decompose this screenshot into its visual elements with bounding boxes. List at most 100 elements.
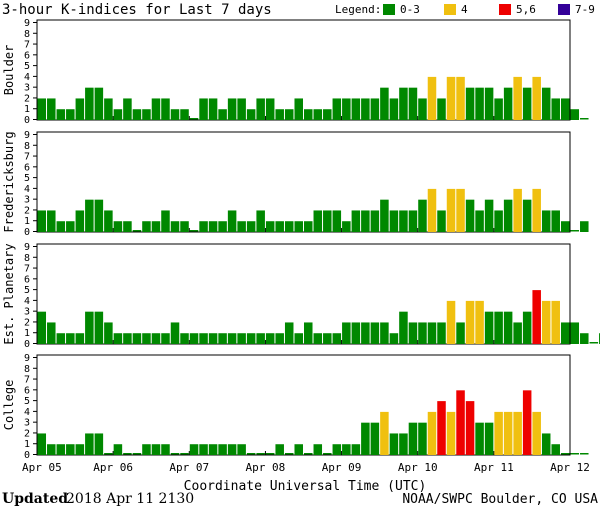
k-index-bar [284,322,294,344]
x-tick-label: Apr 07 [169,461,209,474]
k-index-bar [113,333,123,344]
k-index-bar [437,401,446,455]
y-tick-label: 3 [24,195,30,206]
k-index-bar [408,422,418,455]
y-tick-label: 6 [24,274,30,285]
panel-frame [36,243,571,345]
k-index-bar [132,109,142,120]
k-index-bar [399,311,408,344]
k-index-bar [85,199,94,232]
y-tick-label: 4 [24,296,30,307]
k-index-bar [304,109,313,120]
k-index-bar [199,444,208,455]
k-index-bar [389,98,399,120]
k-index-bar [265,98,275,120]
y-tick-label: 6 [24,162,30,173]
k-index-bar [151,221,161,232]
legend-swatch [499,4,511,15]
k-index-bar [532,76,541,120]
k-index-bar [94,87,104,120]
k-index-bar [151,444,161,455]
k-index-bar [246,221,256,232]
k-index-bar [361,210,370,232]
k-index-bar [218,221,227,232]
k-index-bar [399,210,408,232]
k-index-bar [37,311,47,344]
k-index-bar [456,322,465,344]
k-index-bar [246,453,256,455]
k-index-bar [437,322,446,344]
y-tick-label: 4 [24,72,30,83]
k-index-bar [418,98,427,120]
k-index-bar [408,210,418,232]
legend-swatch [444,4,456,15]
k-index-bar [94,199,104,232]
k-index-bar [494,311,503,344]
k-index-bar [180,453,189,455]
k-index-bar [380,322,389,344]
k-index-bar [66,109,75,120]
k-index-bar [465,199,475,232]
k-index-bar [208,444,218,455]
x-tick-label: Apr 11 [474,461,514,474]
k-index-bar [456,76,465,120]
k-index-bar [532,290,541,344]
k-index-bar [494,98,503,120]
k-index-bar [284,109,294,120]
k-index-bar [199,221,208,232]
k-index-bar [446,188,456,232]
chart-title: 3-hour K-indices for Last 7 days [2,2,272,18]
k-index-bar [332,333,342,344]
y-tick-label: 5 [24,173,30,184]
legend-swatch [383,4,395,15]
k-index-bar [37,98,47,120]
k-index-bar [304,322,313,344]
k-index-bar [484,422,494,455]
k-index-bar [37,433,47,455]
k-index-bar [256,333,265,344]
k-index-bar [170,221,180,232]
legend-entry-label: 0-3 [400,3,420,16]
k-index-bar [66,444,75,455]
y-tick-label: 8 [24,253,30,264]
k-index-bar [399,433,408,455]
k-index-bar [227,98,237,120]
k-index-bar [275,444,284,455]
k-index-bar [170,453,180,455]
k-index-bar [275,109,284,120]
x-tick-label: Apr 05 [22,461,62,474]
k-index-bar [389,433,399,455]
k-index-bar [199,98,208,120]
k-index-bar [142,221,151,232]
k-index-bar [475,210,484,232]
x-tick-label: Apr 10 [398,461,438,474]
k-index-bar [541,300,551,344]
y-tick-label: 0 [24,339,30,350]
y-tick-label: 5 [24,285,30,296]
k-index-bar [522,87,532,120]
y-tick-label: 5 [24,396,30,407]
k-index-bar [570,453,580,455]
k-index-bar [570,230,580,232]
y-tick-label: 9 [24,242,30,253]
k-index-bar [551,98,560,120]
y-tick-label: 6 [24,385,30,396]
k-index-bar [227,444,237,455]
k-index-bar [560,221,570,232]
k-index-bar [408,87,418,120]
k-index-bar [208,221,218,232]
k-index-bar [494,411,503,455]
k-index-bar [361,422,370,455]
k-index-bar [256,453,265,455]
k-index-bar [342,98,351,120]
y-tick-label: 8 [24,141,30,152]
k-index-bar [123,221,132,232]
k-index-bar [47,322,56,344]
k-index-bar [132,453,142,455]
k-index-bar [380,87,389,120]
k-index-bar [237,98,246,120]
k-index-bar [513,411,522,455]
